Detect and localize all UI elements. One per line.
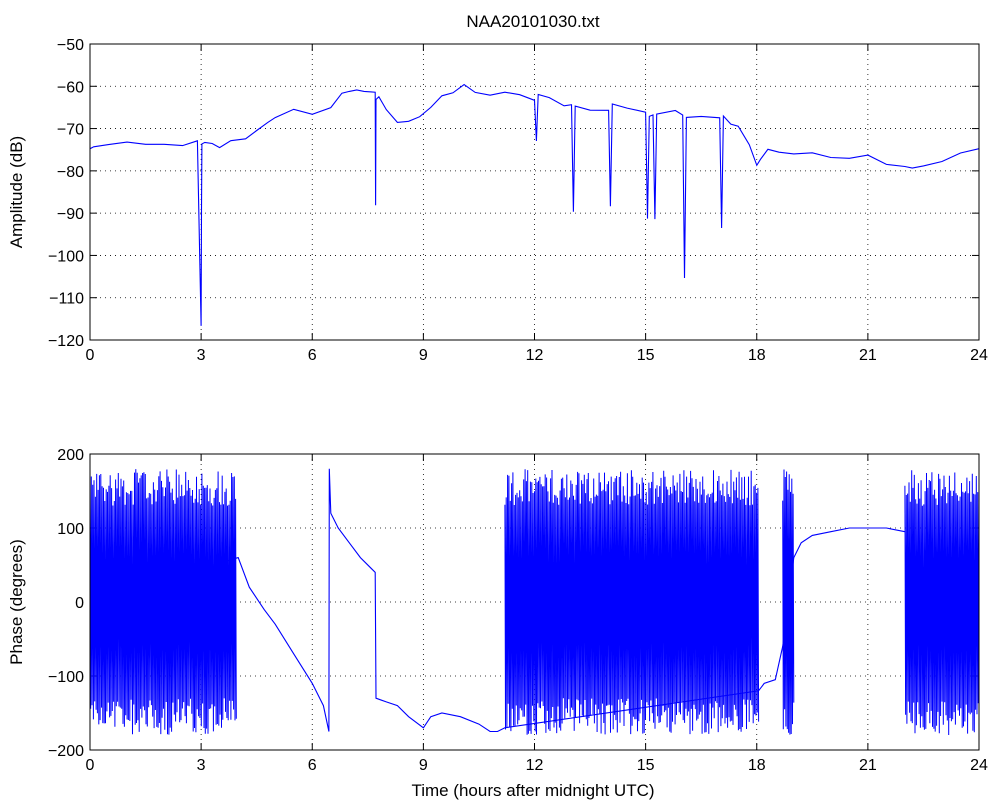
x-tick-label: 9 <box>419 347 428 364</box>
y-tick-label: −90 <box>57 206 84 223</box>
phase-series <box>89 468 980 736</box>
x-tick-label: 18 <box>748 347 766 364</box>
y-tick-label: 0 <box>75 595 84 612</box>
x-tick-label: 3 <box>197 347 206 364</box>
phase-grid <box>90 454 979 750</box>
x-tick-label: 24 <box>970 347 988 364</box>
y-tick-label: −70 <box>57 122 84 139</box>
x-tick-label: 9 <box>419 757 428 774</box>
series-line <box>89 468 906 733</box>
y-tick-label: 100 <box>57 521 84 538</box>
phase-ticks: 0 3 6 9 12 15 18 21 24 −200 −100 0 100 200 <box>48 447 988 774</box>
y-tick-label: −100 <box>48 669 84 686</box>
x-tick-label: 3 <box>197 757 206 774</box>
y-tick-label: −200 <box>48 743 84 760</box>
x-tick-label: 21 <box>859 347 877 364</box>
amplitude-grid <box>90 44 979 340</box>
chart-title: NAA20101030.txt <box>466 12 600 31</box>
x-tick-label: 12 <box>526 347 544 364</box>
y-tick-label: −110 <box>49 291 84 308</box>
phase-wrap-band <box>504 469 760 735</box>
x-tick-label: 6 <box>308 347 317 364</box>
x-tick-label: 15 <box>637 757 655 774</box>
phase-ylabel: Phase (degrees) <box>7 539 26 665</box>
amplitude-ticks: 0 3 6 9 12 15 18 21 24 −120 −110 −100 −90 −80 −70 −60 −5… <box>48 37 988 364</box>
amplitude-plot-area <box>89 43 980 341</box>
y-tick-label: −60 <box>57 79 84 96</box>
amplitude-frame <box>89 43 980 341</box>
y-tick-label: −120 <box>48 333 84 350</box>
y-tick-label: −50 <box>57 37 84 54</box>
amplitude-series <box>89 83 980 326</box>
x-tick-label: 24 <box>970 757 988 774</box>
phase-wrap-band <box>904 470 980 736</box>
phase-frame <box>89 453 980 751</box>
phase-wrap-band <box>89 469 237 735</box>
series-line <box>89 83 980 326</box>
amplitude-ylabel: Amplitude (dB) <box>7 136 26 248</box>
y-tick-label: 200 <box>57 447 84 464</box>
x-tick-label: 12 <box>526 757 544 774</box>
y-tick-label: −80 <box>57 164 84 181</box>
x-tick-label: 6 <box>308 757 317 774</box>
x-tick-label: 0 <box>86 347 95 364</box>
x-tick-label: 18 <box>748 757 766 774</box>
x-tick-label: 15 <box>637 347 655 364</box>
phase-wrap-band <box>782 469 795 735</box>
phase-xlabel: Time (hours after midnight UTC) <box>411 781 654 800</box>
y-tick-label: −100 <box>48 248 84 265</box>
phase-chart: 0 3 6 9 12 15 18 21 24 −200 −100 0 100 200 Phase (deg… <box>7 447 988 800</box>
x-tick-label: 21 <box>859 757 877 774</box>
x-tick-label: 0 <box>86 757 95 774</box>
amplitude-chart: NAA20101030.txt 0 3 6 9 12 15 18 21 24 −120 −110 −1… <box>7 12 988 364</box>
